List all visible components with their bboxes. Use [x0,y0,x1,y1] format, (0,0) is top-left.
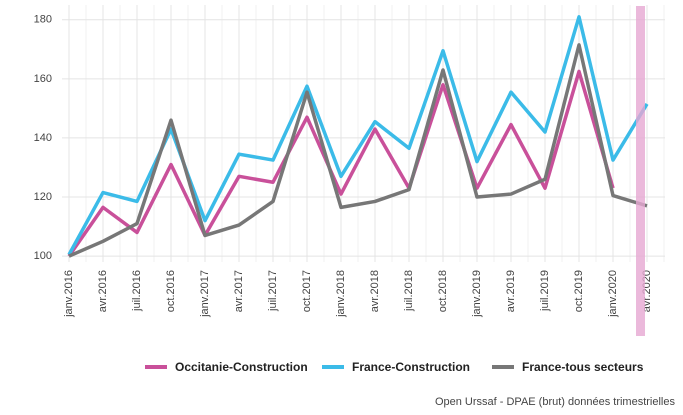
x-tick-label: juil.2018 [403,270,415,312]
legend-label: France-tous secteurs [522,360,644,374]
y-tick-label: 120 [34,191,52,203]
legend-label: France-Construction [352,360,470,374]
x-tick-label: oct.2016 [165,270,177,312]
x-tick-label: janv.2020 [607,270,619,318]
x-tick-label: juil.2017 [267,270,279,312]
x-tick-label: avr.2017 [233,270,245,312]
source: Open Urssaf - DPAE (brut) données trimes… [435,396,676,408]
x-tick-label: avr.2019 [505,270,517,312]
x-tick-label: juil.2019 [539,270,551,312]
x-tick-label: avr.2018 [369,270,381,312]
legend-label: Occitanie-Construction [175,360,308,374]
x-tick-label: avr.2016 [97,270,109,312]
series-line [67,69,615,258]
x-tick-label: oct.2019 [573,270,585,312]
x-tick-label: oct.2018 [437,270,449,312]
y-tick-label: 180 [34,14,52,26]
y-tick-label: 100 [34,250,52,262]
x-tick-label: janv.2018 [335,270,347,318]
y-tick-label: 160 [34,73,52,85]
x-tick-label: janv.2017 [199,270,211,318]
series-line [68,43,648,258]
plot: janv.2016 avr.2016 juil.2016 oct.2016 janv.2… [34,5,665,374]
x-tick-label: janv.2019 [471,270,483,318]
x-tick-label: juil.2016 [131,270,143,312]
y-tick-label: 140 [34,132,52,144]
x-tick-label: oct.2017 [301,270,313,312]
highlight-band [636,6,645,336]
x-tick-label: janv.2016 [63,270,75,318]
